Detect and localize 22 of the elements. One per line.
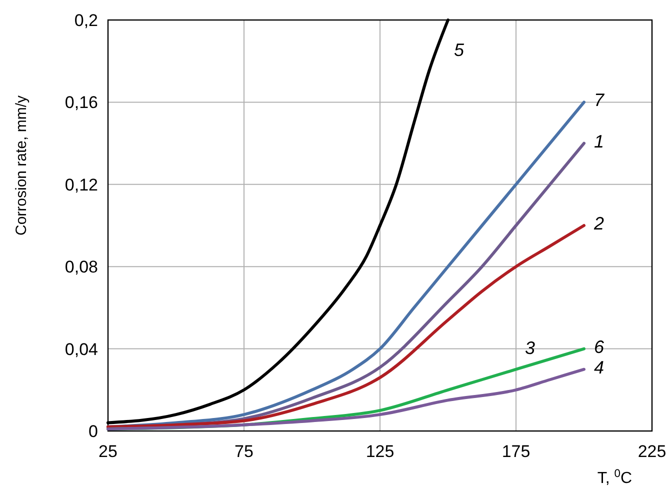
series-label: 1 [594, 131, 604, 152]
line-series [106, 368, 586, 430]
y-tick-label: 0 [88, 422, 98, 441]
x-tick-label: 25 [98, 442, 118, 461]
x-axis-title: T, $^{0}$C [597, 468, 632, 487]
y-tick-label: 0,08 [64, 258, 98, 277]
y-tick-label: 0,2 [74, 11, 98, 30]
series-label: 2 [593, 214, 604, 234]
annotation: 3 [524, 338, 536, 358]
series-label: 4 [594, 357, 604, 378]
y-tick-label: 0,04 [64, 340, 98, 359]
x-tick-label: 75 [234, 442, 254, 461]
series-label: 6 [594, 336, 605, 357]
x-tick-label: 125 [366, 442, 394, 461]
line-series [106, 224, 586, 428]
y-tick-label: 0,16 [64, 93, 98, 112]
series-label: 5 [454, 40, 465, 60]
x-tick-label: 225 [638, 442, 666, 461]
y-tick-label: 0,12 [64, 175, 98, 194]
y-axis-title: Corrosion rate, mm/y [13, 94, 30, 236]
x-tick-label: 175 [502, 442, 530, 461]
series-label: 7 [594, 90, 605, 110]
